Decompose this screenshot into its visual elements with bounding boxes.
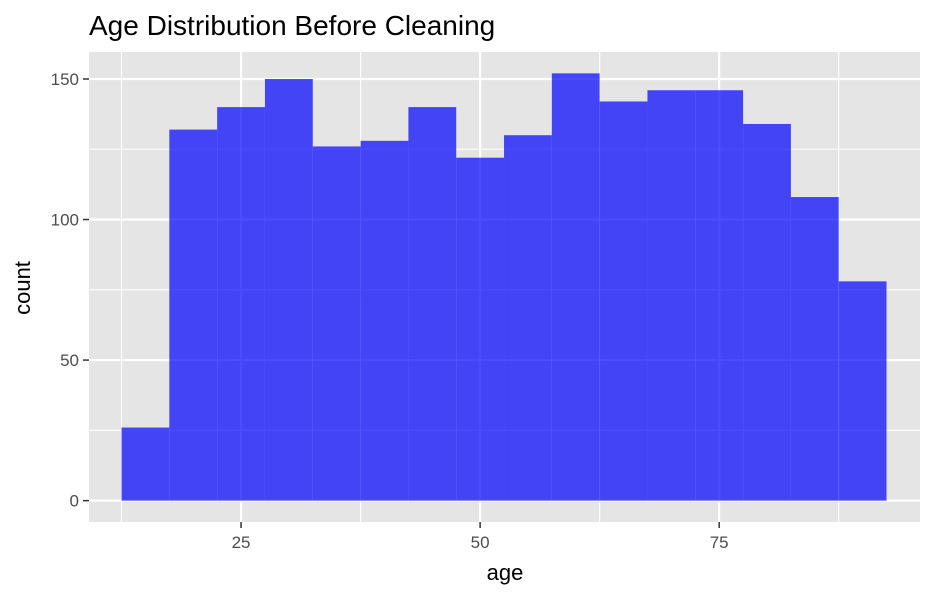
- y-tick-label: 0: [70, 492, 79, 511]
- y-tick-label: 150: [51, 70, 79, 89]
- x-tick-label: 25: [232, 533, 251, 552]
- histogram-bar: [169, 129, 218, 501]
- histogram-bar: [264, 78, 313, 501]
- y-tick-label: 50: [60, 351, 79, 370]
- histogram-bars: [121, 73, 887, 501]
- x-tick-label: 50: [471, 533, 490, 552]
- x-axis: 25 50 75: [232, 522, 729, 552]
- histogram-bar: [743, 123, 791, 501]
- plot-panel: [89, 52, 920, 522]
- histogram-bar: [456, 157, 505, 501]
- histogram-bar: [121, 427, 170, 501]
- chart-title: Age Distribution Before Cleaning: [89, 10, 495, 41]
- histogram-bar: [599, 101, 648, 501]
- y-axis: 0 50 100 150: [51, 70, 89, 511]
- histogram-bar: [504, 135, 552, 501]
- histogram-bar: [360, 140, 409, 501]
- histogram-bar: [408, 107, 457, 501]
- histogram-bar: [312, 146, 361, 501]
- y-axis-title: count: [10, 261, 35, 315]
- x-axis-title: age: [487, 560, 524, 585]
- histogram-bar: [695, 90, 744, 501]
- histogram-bar: [647, 90, 696, 501]
- histogram-bar: [217, 107, 265, 501]
- x-tick-label: 75: [710, 533, 729, 552]
- histogram-bar: [790, 197, 839, 501]
- histogram-bar: [838, 281, 887, 501]
- histogram-bar: [551, 73, 600, 501]
- y-tick-label: 100: [51, 211, 79, 230]
